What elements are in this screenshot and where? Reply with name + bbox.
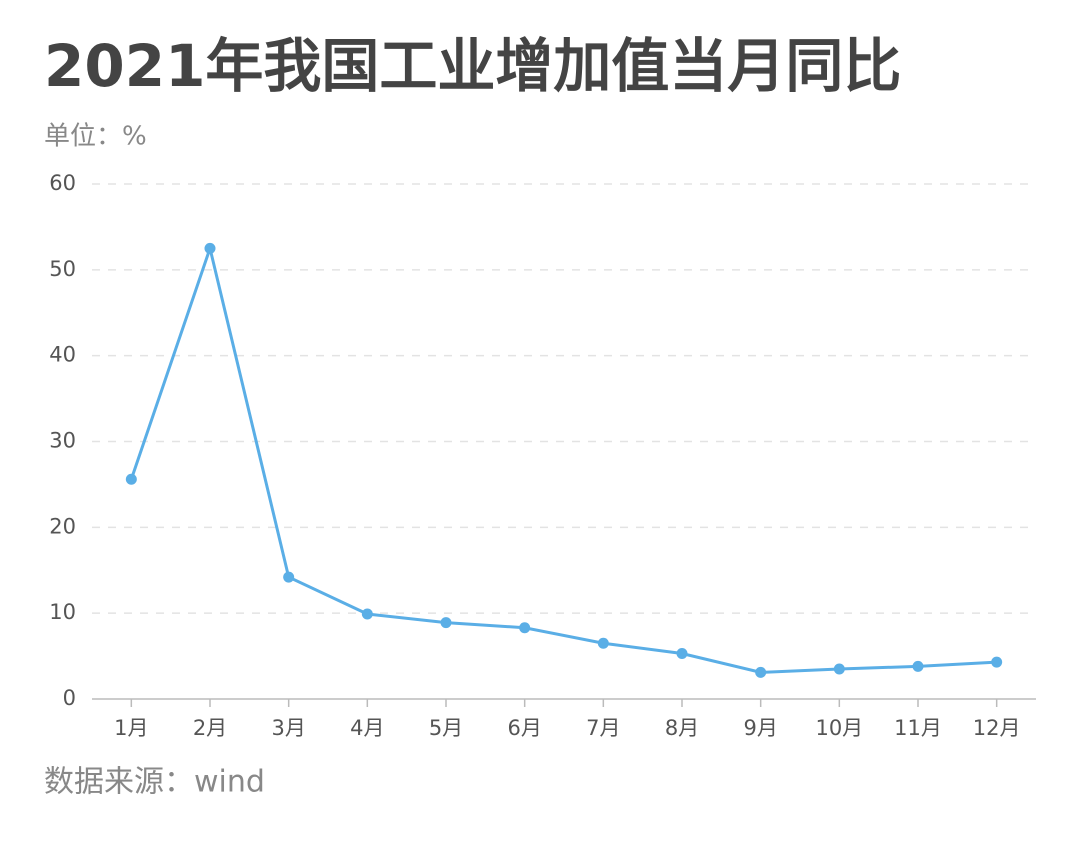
x-tick-label: 12月 — [973, 716, 1021, 740]
y-tick-label: 60 — [49, 171, 76, 195]
x-tick-label: 10月 — [815, 716, 863, 740]
point — [991, 656, 1003, 668]
y-tick-label: 10 — [49, 600, 76, 624]
point — [676, 648, 688, 660]
point — [125, 473, 137, 485]
x-tick-label: 6月 — [507, 716, 541, 740]
y-tick-label: 40 — [49, 343, 76, 367]
chart-title: 2021年我国工业增加值当月同比 — [44, 32, 901, 100]
x-tick-label: 11月 — [894, 716, 942, 740]
point — [755, 666, 767, 678]
chart-subtitle: 单位：% — [44, 122, 147, 152]
point — [361, 608, 373, 620]
x-tick-label: 4月 — [350, 716, 384, 740]
point — [204, 242, 216, 254]
x-tick-label: 5月 — [429, 716, 463, 740]
y-tick-label: 20 — [49, 514, 76, 538]
point — [519, 622, 531, 634]
point — [440, 617, 452, 629]
x-tick-label: 3月 — [271, 716, 305, 740]
point — [283, 571, 295, 583]
x-tick-label: 1月 — [114, 716, 148, 740]
point — [597, 637, 609, 649]
x-tick-label: 7月 — [586, 716, 620, 740]
y-tick-label: 50 — [49, 257, 76, 281]
x-tick-label: 9月 — [743, 716, 777, 740]
y-tick-label: 0 — [63, 686, 76, 710]
point — [833, 663, 845, 675]
x-tick-label: 8月 — [665, 716, 699, 740]
x-tick-label: 2月 — [193, 716, 227, 740]
y-tick-label: 30 — [49, 429, 76, 453]
line — [129, 242, 997, 674]
source-note: 数据来源：wind — [44, 765, 265, 800]
point — [912, 660, 924, 672]
